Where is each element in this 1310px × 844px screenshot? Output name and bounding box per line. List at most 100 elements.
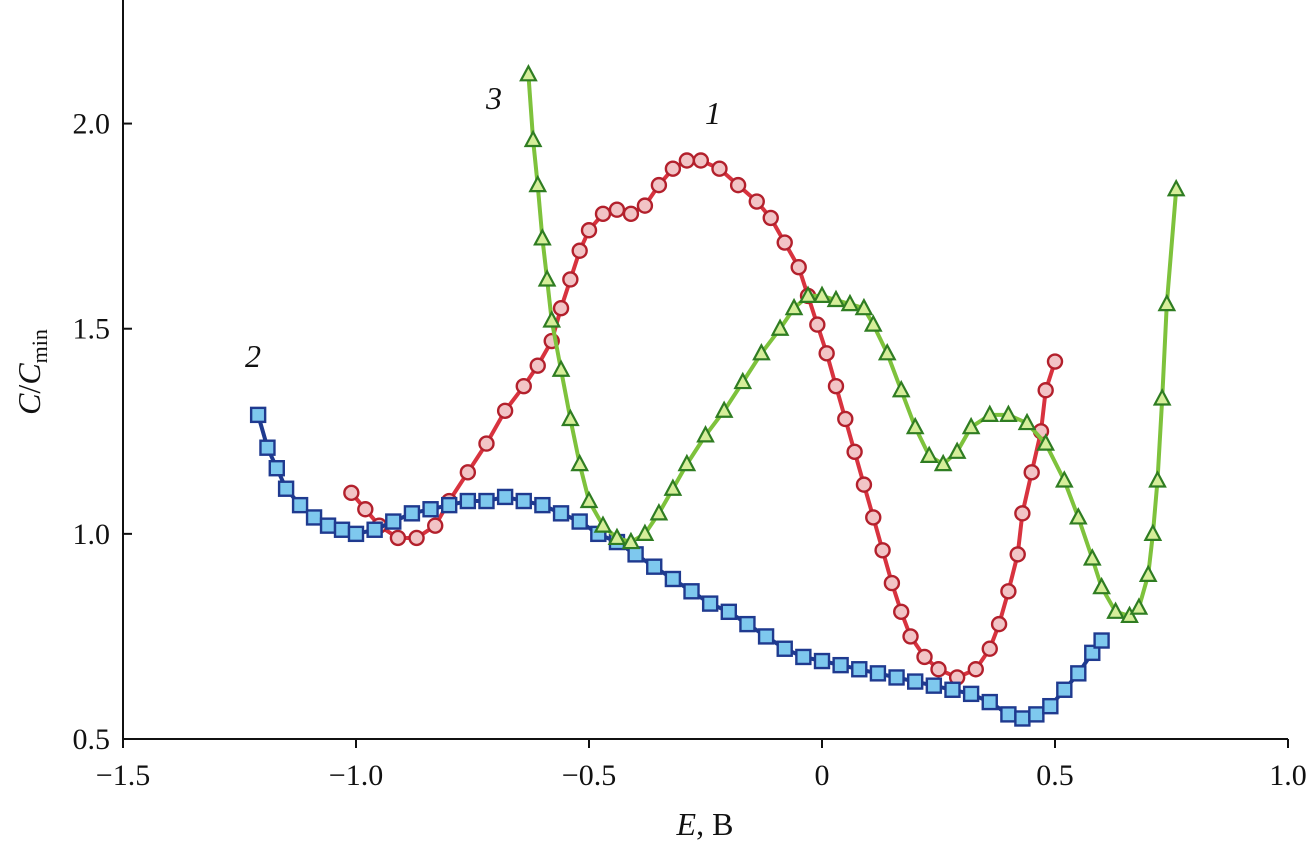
data-point-series-3 [1082, 548, 1102, 566]
data-point-series-1 [636, 197, 654, 214]
data-point-series-3 [1138, 564, 1158, 582]
data-point-series-2 [832, 656, 849, 674]
data-point-series-3 [1054, 470, 1074, 488]
data-point-series-2 [925, 677, 943, 694]
data-point-series-3 [528, 174, 548, 193]
data-point-series-2 [888, 669, 905, 686]
data-point-series-2 [1093, 632, 1110, 649]
data-point-series-1 [1000, 583, 1017, 600]
data-point-series-1 [930, 661, 947, 678]
data-point-series-3 [891, 379, 911, 398]
data-point-series-3 [579, 490, 599, 509]
x-tick-label: −1.5 [96, 759, 150, 792]
y-tick-label: 0.5 [73, 723, 111, 756]
data-point-series-1 [874, 542, 891, 559]
series-3 [519, 64, 1186, 624]
data-point-series-3 [947, 441, 967, 459]
data-point-series-1 [459, 464, 477, 481]
data-point-series-1 [1046, 353, 1064, 370]
data-point-series-2 [441, 496, 458, 514]
data-point-series-1 [1009, 546, 1026, 563]
data-point-series-3 [999, 404, 1018, 422]
data-point-series-3 [677, 453, 697, 472]
data-point-series-1 [1014, 505, 1031, 522]
data-point-series-2 [1000, 706, 1017, 723]
data-point-series-2 [776, 640, 793, 657]
data-point-series-3 [877, 343, 897, 361]
data-point-series-1 [650, 176, 668, 194]
data-point-series-2 [478, 492, 495, 510]
data-point-series-3 [1157, 293, 1177, 312]
data-point-series-1 [762, 209, 779, 227]
data-point-series-3 [1152, 388, 1172, 406]
data-point-series-1 [562, 271, 579, 288]
data-point-series-1 [809, 316, 826, 333]
data-point-series-3 [519, 64, 538, 82]
data-point-series-1 [692, 152, 710, 169]
ticks: −1.5 −1.0 −0.5 0 0.5 1.0 0.5 1.0 1.5 2.0 [73, 108, 1307, 792]
data-point-series-2 [683, 583, 700, 600]
data-point-series-3 [1120, 605, 1139, 624]
data-point-series-2 [664, 570, 682, 588]
x-tick-label: −1.0 [329, 759, 383, 792]
data-point-series-2 [259, 439, 276, 456]
data-point-series-1 [818, 345, 835, 362]
data-point-series-2 [249, 406, 267, 424]
data-point-series-2 [646, 558, 663, 575]
data-point-series-2 [571, 513, 588, 530]
data-point-series-2 [739, 615, 756, 633]
data-point-series-3 [649, 503, 669, 521]
series-1 [343, 152, 1064, 686]
data-point-series-3 [980, 404, 1000, 422]
data-point-series-1 [855, 476, 873, 493]
series-line-3 [526, 74, 1179, 618]
data-point-series-2 [1042, 697, 1059, 715]
data-point-series-3 [840, 293, 860, 312]
data-point-series-2 [757, 628, 775, 645]
data-point-series-2 [1070, 665, 1087, 682]
data-point-series-2 [701, 595, 719, 612]
data-point-series-1 [357, 501, 374, 518]
x-tick-label: 0.5 [1036, 759, 1074, 792]
curve-label-3: 3 [485, 80, 502, 116]
data-point-series-1 [678, 152, 696, 169]
data-point-series-1 [865, 509, 882, 526]
data-point-series-3 [933, 453, 953, 472]
data-point-series-2 [422, 501, 439, 518]
data-point-series-1 [846, 443, 863, 460]
data-point-series-3 [798, 285, 818, 303]
data-point-series-1 [664, 160, 682, 177]
data-point-series-3 [1129, 597, 1149, 615]
data-point-series-1 [883, 574, 901, 592]
data-point-series-2 [347, 525, 365, 543]
data-point-series-3 [1036, 433, 1056, 451]
data-point-series-3 [551, 359, 571, 377]
data-point-series-2 [1028, 706, 1045, 723]
data-point-series-1 [529, 357, 546, 374]
data-point-series-2 [1056, 681, 1073, 698]
x-tick-label: −0.5 [562, 759, 616, 792]
data-point-series-1 [552, 300, 570, 317]
data-point-series-2 [1084, 644, 1101, 662]
data-point-series-3 [733, 371, 753, 390]
data-point-series-3 [905, 416, 925, 435]
data-point-series-1 [515, 377, 532, 395]
data-point-series-3 [784, 297, 804, 316]
data-point-series-2 [627, 546, 644, 563]
data-point-series-2 [459, 492, 477, 510]
data-point-series-3 [919, 445, 939, 464]
data-point-series-3 [1148, 470, 1167, 488]
data-point-series-3 [1166, 178, 1186, 197]
data-point-series-2 [981, 693, 998, 711]
data-point-series-3 [826, 289, 846, 308]
x-tick-label: 1.0 [1269, 759, 1307, 792]
data-point-series-2 [515, 492, 532, 510]
data-point-series-3 [1106, 601, 1125, 619]
data-point-series-3 [1143, 523, 1163, 541]
data-point-series-2 [720, 603, 737, 621]
data-point-series-3 [1092, 576, 1111, 595]
data-point-series-1 [1037, 382, 1054, 399]
data-point-series-1 [389, 529, 407, 547]
data-point-series-3 [752, 343, 771, 361]
data-point-series-2 [319, 517, 337, 534]
